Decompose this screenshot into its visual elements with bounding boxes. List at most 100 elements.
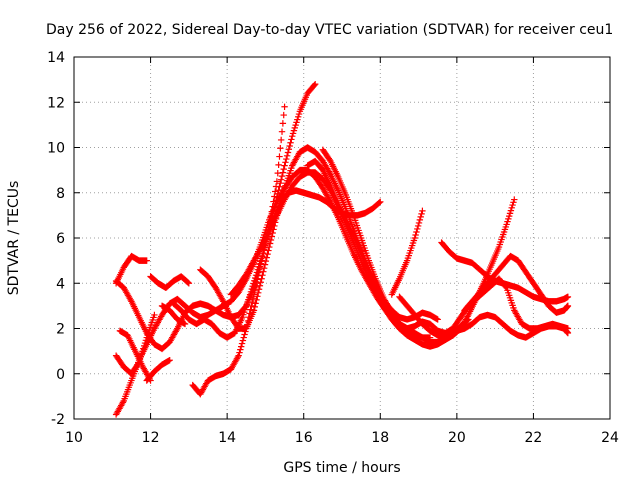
data-point <box>289 132 296 140</box>
data-point <box>264 250 271 258</box>
y-tick-label: 6 <box>56 231 65 247</box>
data-point <box>312 80 319 88</box>
y-tick-label: 2 <box>56 322 65 338</box>
data-point <box>253 296 260 304</box>
data-point <box>508 204 515 212</box>
data-point <box>237 346 244 353</box>
series-sat-f <box>143 356 173 384</box>
data-point <box>411 234 418 242</box>
series-sat-g <box>147 273 193 291</box>
data-point <box>252 300 259 307</box>
data-point <box>505 215 512 223</box>
series-sat-p <box>438 239 572 305</box>
data-point <box>254 289 262 297</box>
data-point <box>185 280 193 287</box>
data-point <box>434 316 441 323</box>
data-point <box>286 142 293 150</box>
data-point <box>275 187 282 194</box>
data-point <box>143 257 150 264</box>
data-point <box>292 121 299 129</box>
data-point <box>511 196 518 203</box>
data-point <box>259 272 266 279</box>
series-sat-e <box>112 252 150 287</box>
data-point <box>278 128 286 135</box>
data-point <box>414 222 422 230</box>
y-tick-label: 8 <box>56 186 65 202</box>
data-point <box>416 216 424 224</box>
data-point <box>140 342 148 350</box>
data-point <box>283 155 290 163</box>
data-point <box>267 236 275 244</box>
data-point <box>262 257 270 265</box>
data-point <box>255 286 263 293</box>
data-point <box>507 207 515 214</box>
data-point <box>294 113 302 121</box>
data-point <box>285 146 293 153</box>
data-point <box>258 275 265 282</box>
series-sat-j <box>189 80 319 398</box>
data-point <box>281 103 288 110</box>
data-point <box>135 360 142 367</box>
data-point <box>414 225 421 233</box>
data-point <box>138 350 145 358</box>
data-point <box>294 116 301 123</box>
data-point <box>259 253 266 261</box>
data-point <box>239 337 247 344</box>
data-point <box>510 199 517 206</box>
x-tick-label: 12 <box>142 430 160 446</box>
data-point <box>276 153 283 160</box>
data-point <box>237 343 245 350</box>
data-point <box>283 152 291 159</box>
data-point <box>419 207 426 215</box>
data-point <box>280 111 287 119</box>
data-point <box>135 359 143 366</box>
data-point <box>271 203 278 211</box>
data-point <box>140 345 147 352</box>
data-point <box>151 311 158 319</box>
data-point <box>277 145 284 152</box>
data-point <box>277 136 285 144</box>
data-point <box>417 213 424 221</box>
series-sat-l <box>227 169 472 350</box>
y-tick-label: 10 <box>47 141 65 157</box>
data-point <box>127 296 134 304</box>
data-point <box>277 176 285 183</box>
data-point <box>291 124 298 132</box>
x-tick-label: 10 <box>65 430 83 446</box>
data-point <box>270 207 277 214</box>
x-tick-label: 24 <box>601 430 619 446</box>
data-point <box>295 110 303 118</box>
data-point <box>377 198 384 205</box>
data-point <box>275 161 282 169</box>
data-point <box>251 287 258 294</box>
data-point <box>219 296 226 304</box>
data-point <box>137 353 144 361</box>
data-point <box>276 183 283 190</box>
x-tick-label: 16 <box>295 430 313 446</box>
data-point <box>139 348 146 355</box>
data-point <box>281 162 288 169</box>
data-point <box>141 339 149 347</box>
data-point <box>290 127 298 134</box>
data-point <box>278 172 286 180</box>
data-point <box>266 243 273 251</box>
data-point <box>376 199 383 206</box>
data-point <box>288 136 295 143</box>
data-point <box>266 240 274 247</box>
data-point <box>238 340 246 347</box>
data-point <box>282 159 289 166</box>
data-point <box>293 119 300 126</box>
data-point <box>280 188 287 195</box>
data-point <box>236 349 243 356</box>
data-point <box>289 130 297 137</box>
data-point <box>261 261 269 268</box>
data-point <box>249 298 256 306</box>
data-point <box>260 268 267 275</box>
data-point <box>257 245 264 252</box>
data-point <box>263 254 270 261</box>
data-point <box>166 356 173 364</box>
data-point <box>311 81 318 89</box>
series-sat-i <box>158 302 189 328</box>
